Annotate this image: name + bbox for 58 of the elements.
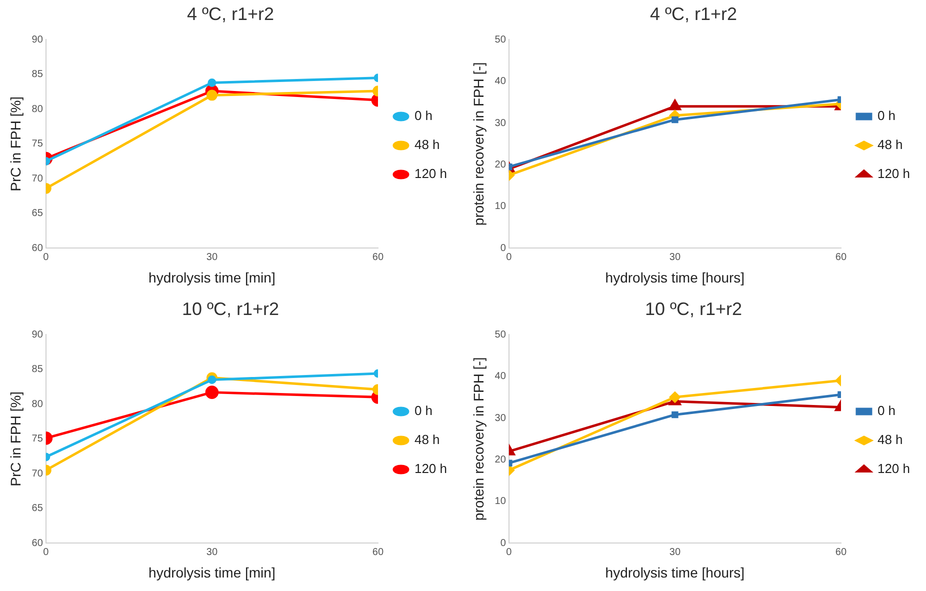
x-tick-label: 30 — [206, 252, 218, 263]
y-tick-label: 50 — [494, 34, 506, 46]
y-tick-label: 40 — [494, 371, 506, 382]
y-tick-label: 90 — [32, 34, 44, 46]
y-tick-label: 60 — [32, 242, 44, 254]
y-tick-label: 20 — [494, 454, 506, 466]
y-axis-title: PrC in FPH [%] — [7, 96, 24, 192]
y-tick-label: 10 — [494, 201, 506, 212]
y-axis-title: PrC in FPH [%] — [7, 391, 24, 486]
x-tick-label: 30 — [206, 546, 218, 558]
x-tick-label: 30 — [669, 546, 681, 558]
y-axis-title: protein recovery in FPH [-] — [470, 62, 486, 226]
x-tick-label: 60 — [835, 546, 847, 558]
legend-label: 0 h — [877, 403, 896, 418]
y-axis-title: protein recovery in FPH [-] — [470, 357, 486, 521]
y-tick-label: 75 — [32, 138, 44, 150]
y-tick-label: 65 — [32, 503, 44, 514]
y-tick-label: 65 — [32, 208, 44, 220]
y-tick-label: 85 — [32, 364, 44, 376]
y-tick-label: 30 — [494, 412, 506, 424]
legend-label: 120 h — [877, 461, 910, 476]
y-tick-label: 75 — [32, 434, 44, 445]
y-tick-label: 70 — [32, 173, 44, 184]
y-tick-label: 40 — [494, 76, 506, 88]
y-tick-label: 80 — [32, 398, 44, 410]
y-tick-label: 10 — [494, 496, 506, 508]
y-tick-label: 80 — [32, 104, 44, 115]
legend-label: 48 h — [414, 137, 440, 152]
legend-label: 0 h — [877, 108, 896, 124]
y-tick-label: 85 — [32, 69, 44, 80]
x-axis-title: hydrolysis time [min] — [148, 269, 276, 286]
x-tick-label: 60 — [835, 252, 847, 263]
chart-title: 4 ºC, r1+r2 — [650, 4, 738, 24]
legend-label: 48 h — [877, 137, 903, 152]
y-tick-label: 20 — [494, 160, 506, 171]
y-tick-label: 60 — [32, 538, 44, 549]
x-axis-title: hydrolysis time [min] — [148, 564, 276, 580]
legend-label: 120 h — [414, 461, 448, 476]
y-tick-label: 30 — [494, 118, 506, 129]
chart-title: 10 ºC, r1+r2 — [644, 298, 742, 319]
legend-label: 0 h — [414, 108, 433, 124]
chart-title: 4 ºC, r1+r2 — [186, 4, 274, 24]
legend-label: 48 h — [414, 432, 440, 448]
x-tick-label: 30 — [669, 252, 681, 263]
chart-title: 10 ºC, r1+r2 — [182, 298, 280, 319]
y-tick-label: 0 — [500, 242, 506, 254]
x-tick-label: 60 — [372, 546, 384, 558]
legend-label: 120 h — [414, 166, 448, 182]
legend-label: 120 h — [877, 166, 910, 182]
x-tick-label: 60 — [372, 252, 384, 263]
x-axis-title: hydrolysis time [hours] — [605, 564, 745, 580]
y-tick-label: 90 — [32, 329, 44, 340]
y-tick-label: 70 — [32, 468, 44, 480]
legend-label: 48 h — [877, 432, 903, 448]
x-axis-title: hydrolysis time [hours] — [605, 269, 745, 286]
y-tick-label: 0 — [500, 538, 506, 549]
legend-label: 0 h — [414, 403, 433, 418]
y-tick-label: 50 — [494, 329, 506, 340]
